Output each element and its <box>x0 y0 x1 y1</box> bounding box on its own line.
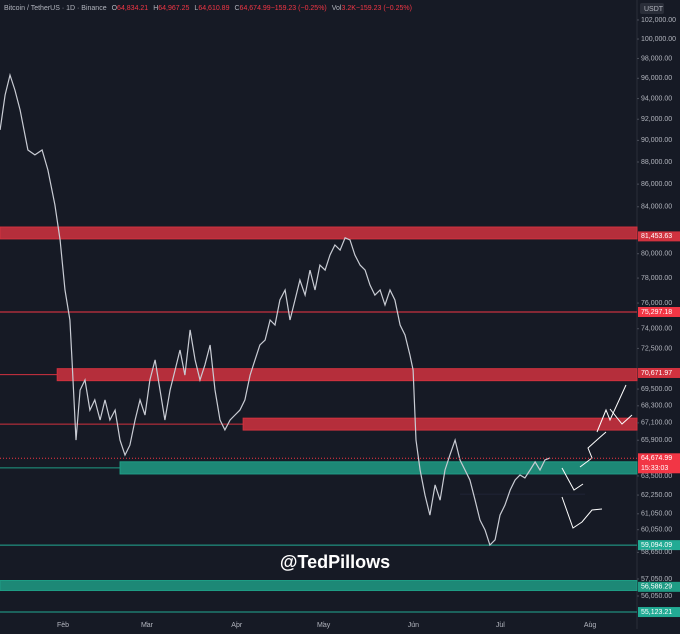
field-label: H <box>153 5 158 12</box>
y-tick-label: 88,000.00 <box>641 159 672 166</box>
y-tick-label: 90,000.00 <box>641 137 672 144</box>
field-label: C <box>234 5 239 12</box>
y-tick-label: 94,000.00 <box>641 95 672 102</box>
price-tag <box>638 367 680 378</box>
field-value: 3.2K <box>341 5 356 12</box>
price-line <box>0 72 551 547</box>
y-tick-label: 62,250.00 <box>641 492 672 499</box>
y-tick-label: 84,000.00 <box>641 204 672 211</box>
arrows <box>561 384 633 529</box>
currency-badge <box>640 3 664 14</box>
y-tick-label: 96,000.00 <box>641 75 672 82</box>
y-tick-label: 57,050.00 <box>641 576 672 583</box>
price-tag-label: 56,586.29 <box>641 584 672 591</box>
x-tick-label: Apr <box>231 622 243 629</box>
y-tick-label: 56,050.00 <box>641 593 672 600</box>
x-tick-label: Jul <box>496 622 505 629</box>
last-price-box <box>638 453 680 474</box>
field-label: L <box>194 5 198 12</box>
last-price: 64,674.99 <box>641 455 672 462</box>
x-tick-label: Jun <box>408 622 419 629</box>
field-value: 64,610.89 <box>198 5 229 12</box>
y-tick-label: 68,300.00 <box>641 403 672 410</box>
field-value: 64,674.99 <box>240 5 271 12</box>
y-tick-label: 100,000.00 <box>641 36 676 43</box>
price-tag <box>638 306 680 317</box>
arrow-up <box>596 384 627 433</box>
price-tag <box>638 540 680 551</box>
plot <box>0 72 551 547</box>
y-tick-label: 92,000.00 <box>641 116 672 123</box>
zone <box>0 226 638 240</box>
price-tag-label: 59,094.09 <box>641 542 672 549</box>
field-value: 64,967.25 <box>158 5 189 12</box>
x-tick-label: May <box>317 622 331 629</box>
price-tag-label: 55,123.21 <box>641 609 672 616</box>
symbol: Bitcoin / TetherUS · 1D · Binance <box>4 5 107 12</box>
y-tick-label: 98,000.00 <box>641 55 672 62</box>
x-tick-label: Feb <box>57 622 69 629</box>
arrow-down-up <box>561 496 603 529</box>
price-tag <box>638 607 680 618</box>
price-tag-label: 81,453.63 <box>641 233 672 240</box>
y-tick-label: 69,500.00 <box>641 386 672 393</box>
field-value: −159.23 (−0.25%) <box>271 5 327 12</box>
zone <box>56 368 638 382</box>
y-tick-label: 86,000.00 <box>641 181 672 188</box>
field-value: 64,834.21 <box>117 5 148 12</box>
field-label: Vol <box>332 5 342 12</box>
y-tick-label: 102,000.00 <box>641 17 676 24</box>
y-tick-label: 80,000.00 <box>641 251 672 258</box>
y-tick-label: 58,650.00 <box>641 549 672 556</box>
arrow-wave <box>609 408 633 425</box>
x-tick-label: Mar <box>141 622 154 629</box>
price-tag-label: 75,297.18 <box>641 309 672 316</box>
y-tick-label: 78,000.00 <box>641 275 672 282</box>
y-tick-label: 72,500.00 <box>641 345 672 352</box>
arrow-down <box>561 467 584 491</box>
y-tick-label: 65,900.00 <box>641 437 672 444</box>
y-tick-label: 76,000.00 <box>641 300 672 307</box>
y-tick-label: 74,000.00 <box>641 326 672 333</box>
zone <box>119 461 638 475</box>
field-label: O <box>112 5 118 12</box>
y-axis: 102,000.00 100,000.00 98,000.00 96,000.00 94… <box>57 17 676 629</box>
y-tick-label: 63,500.00 <box>641 473 672 480</box>
price-tag <box>638 581 680 592</box>
zone <box>0 580 638 592</box>
price-tag-label: 70,671.97 <box>641 370 672 377</box>
x-tick-label: Aug <box>584 622 597 629</box>
watermark: @TedPillows <box>280 552 390 572</box>
header: Bitcoin / TetherUS · 1D · Binance O64,834… <box>4 5 412 12</box>
zone <box>242 417 638 431</box>
y-tick-label: 67,100.00 <box>641 420 672 427</box>
field-value: −159.23 (−0.25%) <box>356 5 412 12</box>
arrow-up <box>579 431 607 468</box>
countdown: 15:33:03 <box>641 465 668 472</box>
y-tick-label: 61,050.00 <box>641 511 672 518</box>
price-tag <box>638 231 680 242</box>
currency: USDT <box>644 6 664 13</box>
y-tick-label: 60,050.00 <box>641 527 672 534</box>
